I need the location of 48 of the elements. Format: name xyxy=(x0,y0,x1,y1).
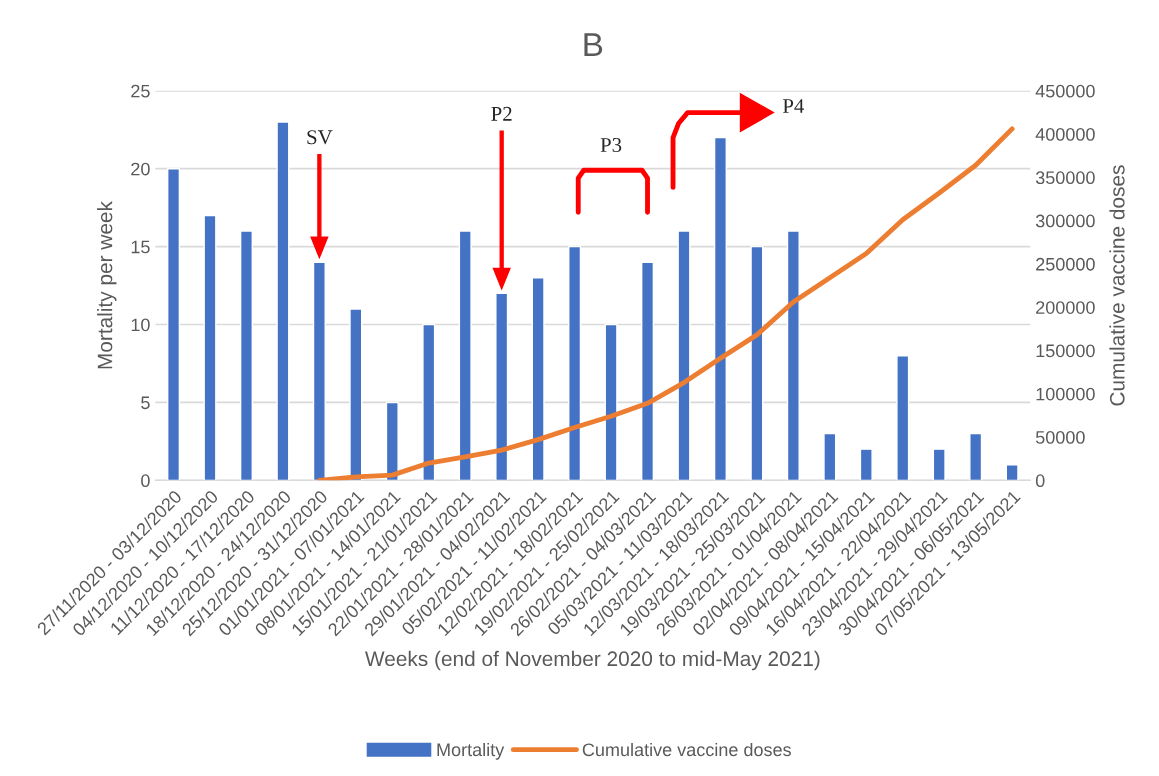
bar xyxy=(969,432,983,481)
y-tick-label: 25 xyxy=(131,84,150,98)
bar xyxy=(786,230,800,481)
bar xyxy=(239,230,253,481)
y2-axis-title: Cumulative vaccine doses xyxy=(1109,165,1125,406)
y2-tick-label: 300000 xyxy=(1035,214,1095,228)
y2-tick-label: 400000 xyxy=(1035,128,1095,141)
bar xyxy=(276,121,290,481)
y2-tick-label: 100000 xyxy=(1036,387,1095,401)
y-tick-label: 5 xyxy=(141,396,150,410)
bar xyxy=(458,230,472,481)
bar xyxy=(422,323,436,481)
y-axis-title: Mortality per week xyxy=(97,201,117,369)
bar xyxy=(167,168,181,481)
bar xyxy=(750,245,764,481)
annotation: P4 xyxy=(782,99,805,113)
x-axis-title: Weeks (end of November 2020 to mid-May 2021) xyxy=(365,650,820,671)
y-tick-label: 15 xyxy=(131,240,150,254)
bar xyxy=(859,448,873,481)
y-tick-label: 20 xyxy=(131,162,150,176)
chart-title: B xyxy=(584,33,603,57)
annotation: SV xyxy=(307,130,333,145)
y2-tick-label: 150000 xyxy=(1036,344,1095,358)
bar xyxy=(677,230,691,481)
bar xyxy=(531,277,545,481)
bar xyxy=(896,354,910,481)
bar xyxy=(823,432,837,481)
bar xyxy=(349,308,363,481)
y2-tick-label: 250000 xyxy=(1036,257,1095,271)
annotation: P3 xyxy=(600,138,622,152)
bar xyxy=(604,323,618,481)
bar xyxy=(568,245,582,481)
bar xyxy=(385,401,399,481)
bar xyxy=(1005,464,1019,481)
y-tick-label: 0 xyxy=(141,474,150,488)
y2-tick-label: 350000 xyxy=(1035,171,1095,185)
annotation: P2 xyxy=(491,106,512,121)
y2-tick-label: 450000 xyxy=(1035,84,1095,98)
bar xyxy=(640,261,655,481)
y-tick-label: 10 xyxy=(131,318,150,332)
y2-tick-label: 50000 xyxy=(1035,430,1085,444)
bar xyxy=(713,136,727,481)
bar xyxy=(203,214,217,481)
legend-label: Cumulative vaccine doses xyxy=(582,742,791,757)
y2-tick-label: 200000 xyxy=(1036,301,1095,314)
legend-label: Mortality xyxy=(437,742,505,760)
y2-tick-label: 0 xyxy=(1035,474,1045,488)
bar xyxy=(932,448,946,481)
